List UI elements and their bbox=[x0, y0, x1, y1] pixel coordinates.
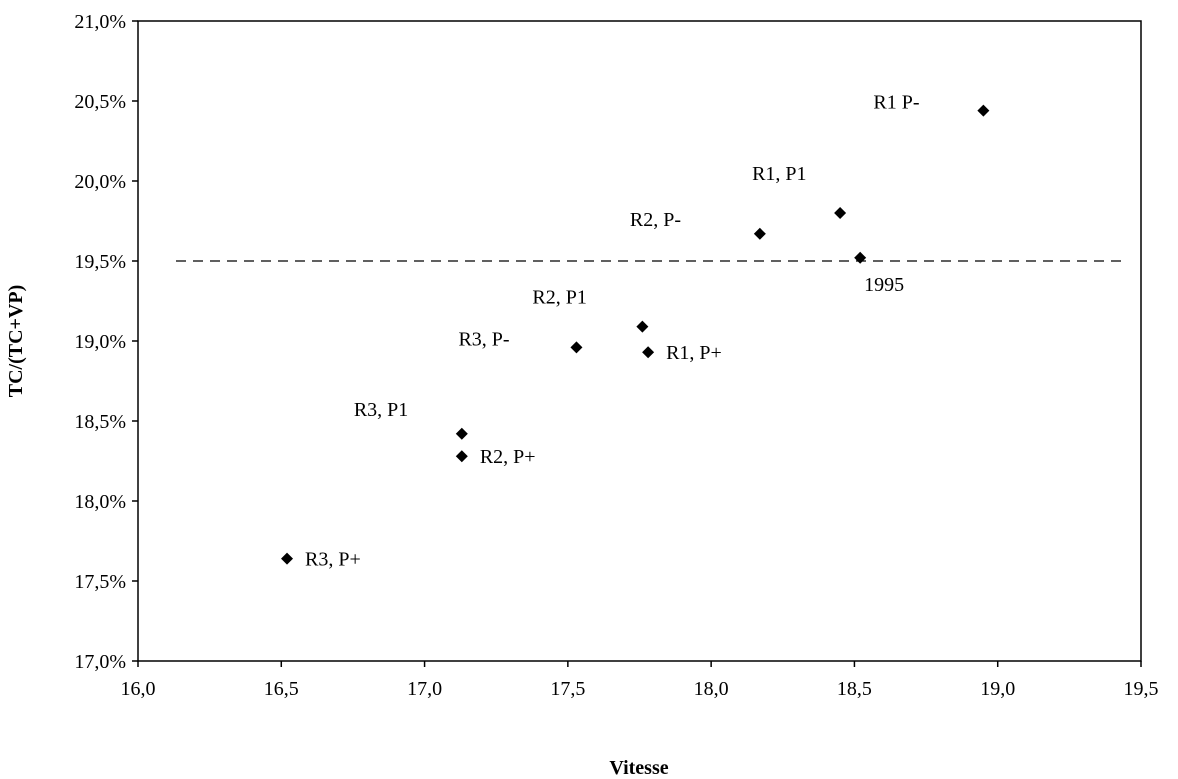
x-tick-label: 16,5 bbox=[264, 678, 299, 700]
point-label: 1995 bbox=[864, 274, 904, 296]
x-tick-label: 18,5 bbox=[837, 678, 872, 700]
y-axis-title: TC/(TC+VP) bbox=[5, 285, 27, 398]
scatter-point bbox=[636, 320, 649, 333]
y-tick-label: 20,0% bbox=[74, 171, 126, 193]
point-label: R3, P- bbox=[458, 328, 509, 350]
scatter-point bbox=[455, 427, 468, 440]
axis-ticks: 16,0 16,5 17,0 17,5 18,0 18,5 19,0 19,5 17,0% 17,… bbox=[74, 11, 1158, 700]
scatter-point bbox=[977, 104, 990, 117]
x-axis-title: Vitesse bbox=[609, 757, 668, 779]
y-tick-label: 19,0% bbox=[74, 331, 126, 353]
scatter-point bbox=[854, 251, 867, 264]
point-label: R1, P+ bbox=[666, 342, 722, 364]
y-tick-label: 19,5% bbox=[74, 251, 126, 273]
point-label: R3, P+ bbox=[305, 549, 361, 571]
x-tick-label: 16,0 bbox=[121, 678, 156, 700]
scatter-point bbox=[570, 341, 583, 354]
point-label: R3, P1 bbox=[354, 399, 408, 421]
y-tick-label: 17,5% bbox=[74, 571, 126, 593]
point-label: R2, P1 bbox=[532, 287, 586, 309]
y-tick-label: 18,0% bbox=[74, 491, 126, 513]
plot-area bbox=[137, 20, 1142, 662]
y-tick-label: 17,0% bbox=[74, 651, 126, 673]
scatter-point bbox=[834, 207, 847, 219]
point-label: R2, P+ bbox=[480, 446, 536, 468]
x-tick-label: 17,0 bbox=[407, 678, 442, 700]
x-tick-label: 17,5 bbox=[550, 678, 585, 700]
point-label: R2, P- bbox=[630, 209, 681, 231]
y-tick-label: 20,5% bbox=[74, 91, 126, 113]
x-tick-label: 18,0 bbox=[694, 678, 729, 700]
scatter-point bbox=[455, 450, 468, 463]
point-label: R1 P- bbox=[873, 92, 919, 114]
y-tick-label: 18,5% bbox=[74, 411, 126, 433]
data-points: R1 P- R1, P1 R2, P- 1995 R2, P1 R3, P- R1, P+ R… bbox=[281, 92, 990, 571]
y-tick-label: 21,0% bbox=[74, 11, 126, 33]
scatter-point bbox=[281, 552, 294, 565]
scatter-point bbox=[753, 227, 766, 240]
scatter-point bbox=[642, 346, 655, 359]
x-tick-label: 19,0 bbox=[980, 678, 1015, 700]
point-label: R1, P1 bbox=[752, 163, 806, 185]
x-tick-label: 19,5 bbox=[1124, 678, 1159, 700]
